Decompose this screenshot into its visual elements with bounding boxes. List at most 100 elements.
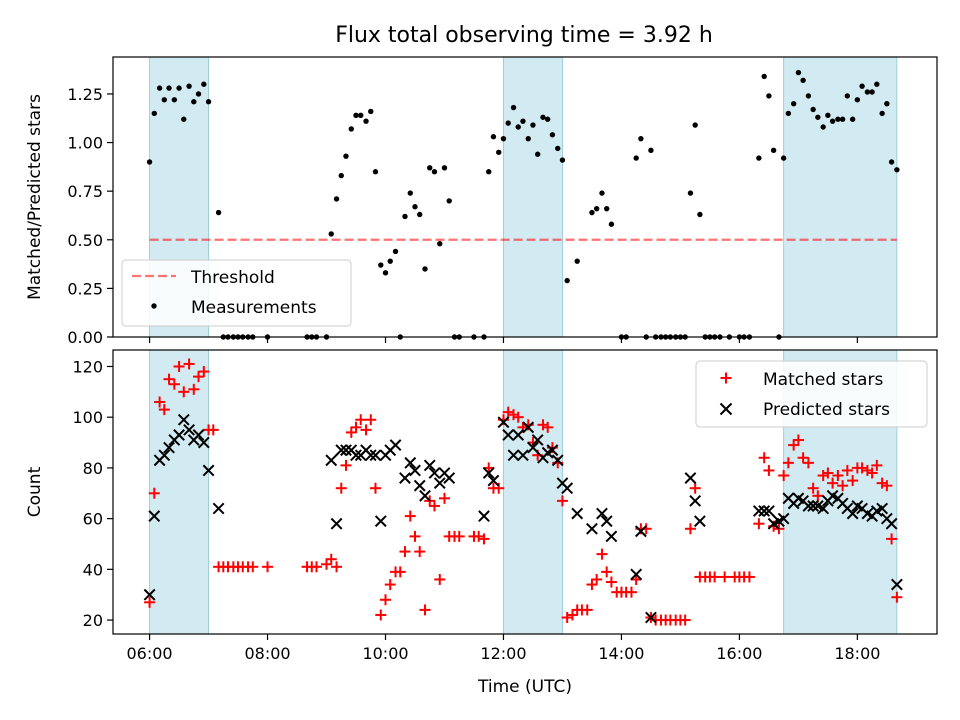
matched-star-point xyxy=(247,561,259,573)
measurement-point xyxy=(888,159,895,165)
matched-star-point xyxy=(321,558,333,570)
predicted-star-point xyxy=(817,502,830,515)
measurement-point xyxy=(437,240,443,247)
predicted-star-point-b xyxy=(177,413,190,426)
predicted-star-point-b xyxy=(527,441,539,454)
predicted-star-point xyxy=(586,522,598,535)
measurement-point xyxy=(402,213,408,220)
matched-star-point xyxy=(384,579,396,591)
measurement-point xyxy=(844,93,851,99)
matched-star-point xyxy=(866,467,878,479)
legend-measurements-swatch xyxy=(151,303,157,309)
measurement-point xyxy=(191,99,197,105)
x-tick-label: 18:00 xyxy=(834,644,880,663)
predicted-star-point-b xyxy=(605,530,618,543)
predicted-star-point-b xyxy=(630,568,643,581)
measurement-point xyxy=(593,205,600,212)
measurement-point xyxy=(874,81,880,87)
measurement-point xyxy=(412,204,418,210)
predicted-star-point-b xyxy=(802,500,815,512)
measurement-point xyxy=(171,97,178,103)
predicted-star-point xyxy=(433,477,446,490)
measurement-point xyxy=(869,89,875,95)
measurement-point xyxy=(829,118,836,124)
predicted-star-point-b xyxy=(350,449,362,462)
predicted-star-point xyxy=(212,502,225,515)
predicted-star-point-b xyxy=(752,505,765,517)
predicted-star-point xyxy=(571,507,584,520)
matched-star-point xyxy=(325,553,337,565)
measurement-point xyxy=(358,112,364,119)
predicted-star-point xyxy=(173,429,185,441)
measurement-point xyxy=(186,83,192,89)
predicted-star-point xyxy=(762,505,775,517)
x-tick-label: 14:00 xyxy=(598,644,644,663)
measurement-point xyxy=(770,147,777,154)
measurement-point xyxy=(697,211,703,218)
measurement-point xyxy=(849,116,856,122)
matched-star-point xyxy=(537,419,549,431)
measurement-point xyxy=(500,135,507,142)
predicted-star-point-b xyxy=(693,515,706,528)
matched-star-point xyxy=(310,561,322,573)
predicted-star-point-b xyxy=(512,429,525,441)
measurement-point xyxy=(692,122,698,128)
measurement-point xyxy=(795,69,802,76)
matched-star-point xyxy=(605,576,617,588)
measurement-point xyxy=(549,132,556,138)
matched-star-point xyxy=(419,604,431,616)
predicted-star-point-b xyxy=(861,507,874,520)
matched-star-point xyxy=(847,475,859,487)
predicted-star-point-b xyxy=(546,444,559,457)
x-tick-label: 06:00 xyxy=(127,644,173,663)
matched-star-point xyxy=(193,371,205,383)
measurement-point xyxy=(810,106,816,113)
matched-star-point xyxy=(188,383,200,395)
matched-star-point xyxy=(168,378,180,390)
matched-star-point xyxy=(827,477,839,489)
measurement-point xyxy=(534,151,541,157)
predicted-star-point-b xyxy=(192,429,205,441)
predicted-star-point-b xyxy=(212,502,225,515)
measurement-point xyxy=(146,159,153,165)
matched-star-point xyxy=(350,421,362,433)
predicted-star-point xyxy=(684,472,697,484)
predicted-star-point-b xyxy=(487,474,500,487)
matched-star-point xyxy=(591,573,603,585)
measurement-point xyxy=(510,104,517,111)
matched-star-point xyxy=(365,414,377,426)
matched-star-point xyxy=(871,459,883,471)
predicted-star-point xyxy=(177,413,190,426)
measurement-point xyxy=(564,277,570,284)
matched-star-point xyxy=(837,480,849,492)
predicted-star-point-b xyxy=(428,467,441,479)
predicted-star-point-b xyxy=(807,500,820,512)
matched-star-point xyxy=(886,533,898,545)
predicted-star-point-b xyxy=(497,416,510,429)
measurement-point xyxy=(496,149,502,155)
predicted-star-point-b xyxy=(507,449,520,462)
legend-matched-label: Matched stars xyxy=(763,370,883,390)
matched-star-point xyxy=(360,424,372,436)
predicted-star-point xyxy=(202,464,215,477)
predicted-star-point-b xyxy=(876,502,889,515)
x-tick-label: 16:00 xyxy=(716,644,762,663)
predicted-star-point xyxy=(482,467,495,479)
matched-star-point xyxy=(856,462,868,474)
matched-star-point xyxy=(340,459,352,471)
measurement-point xyxy=(431,169,438,175)
predicted-star-point-b xyxy=(364,449,377,462)
predicted-star-point xyxy=(546,444,559,457)
matched-star-point xyxy=(743,571,755,583)
y-tick-label: 0.00 xyxy=(67,328,103,347)
predicted-star-point-b xyxy=(689,494,702,507)
measurement-point xyxy=(835,116,841,122)
predicted-star-point-b xyxy=(645,611,657,624)
predicted-star-point xyxy=(369,449,382,462)
plot-area xyxy=(143,358,903,626)
predicted-star-point-b xyxy=(443,472,456,484)
predicted-star-point xyxy=(752,505,765,517)
predicted-star-point xyxy=(389,439,402,451)
predicted-star-point xyxy=(561,482,574,495)
x-axis-label: Time (UTC) xyxy=(477,677,572,697)
